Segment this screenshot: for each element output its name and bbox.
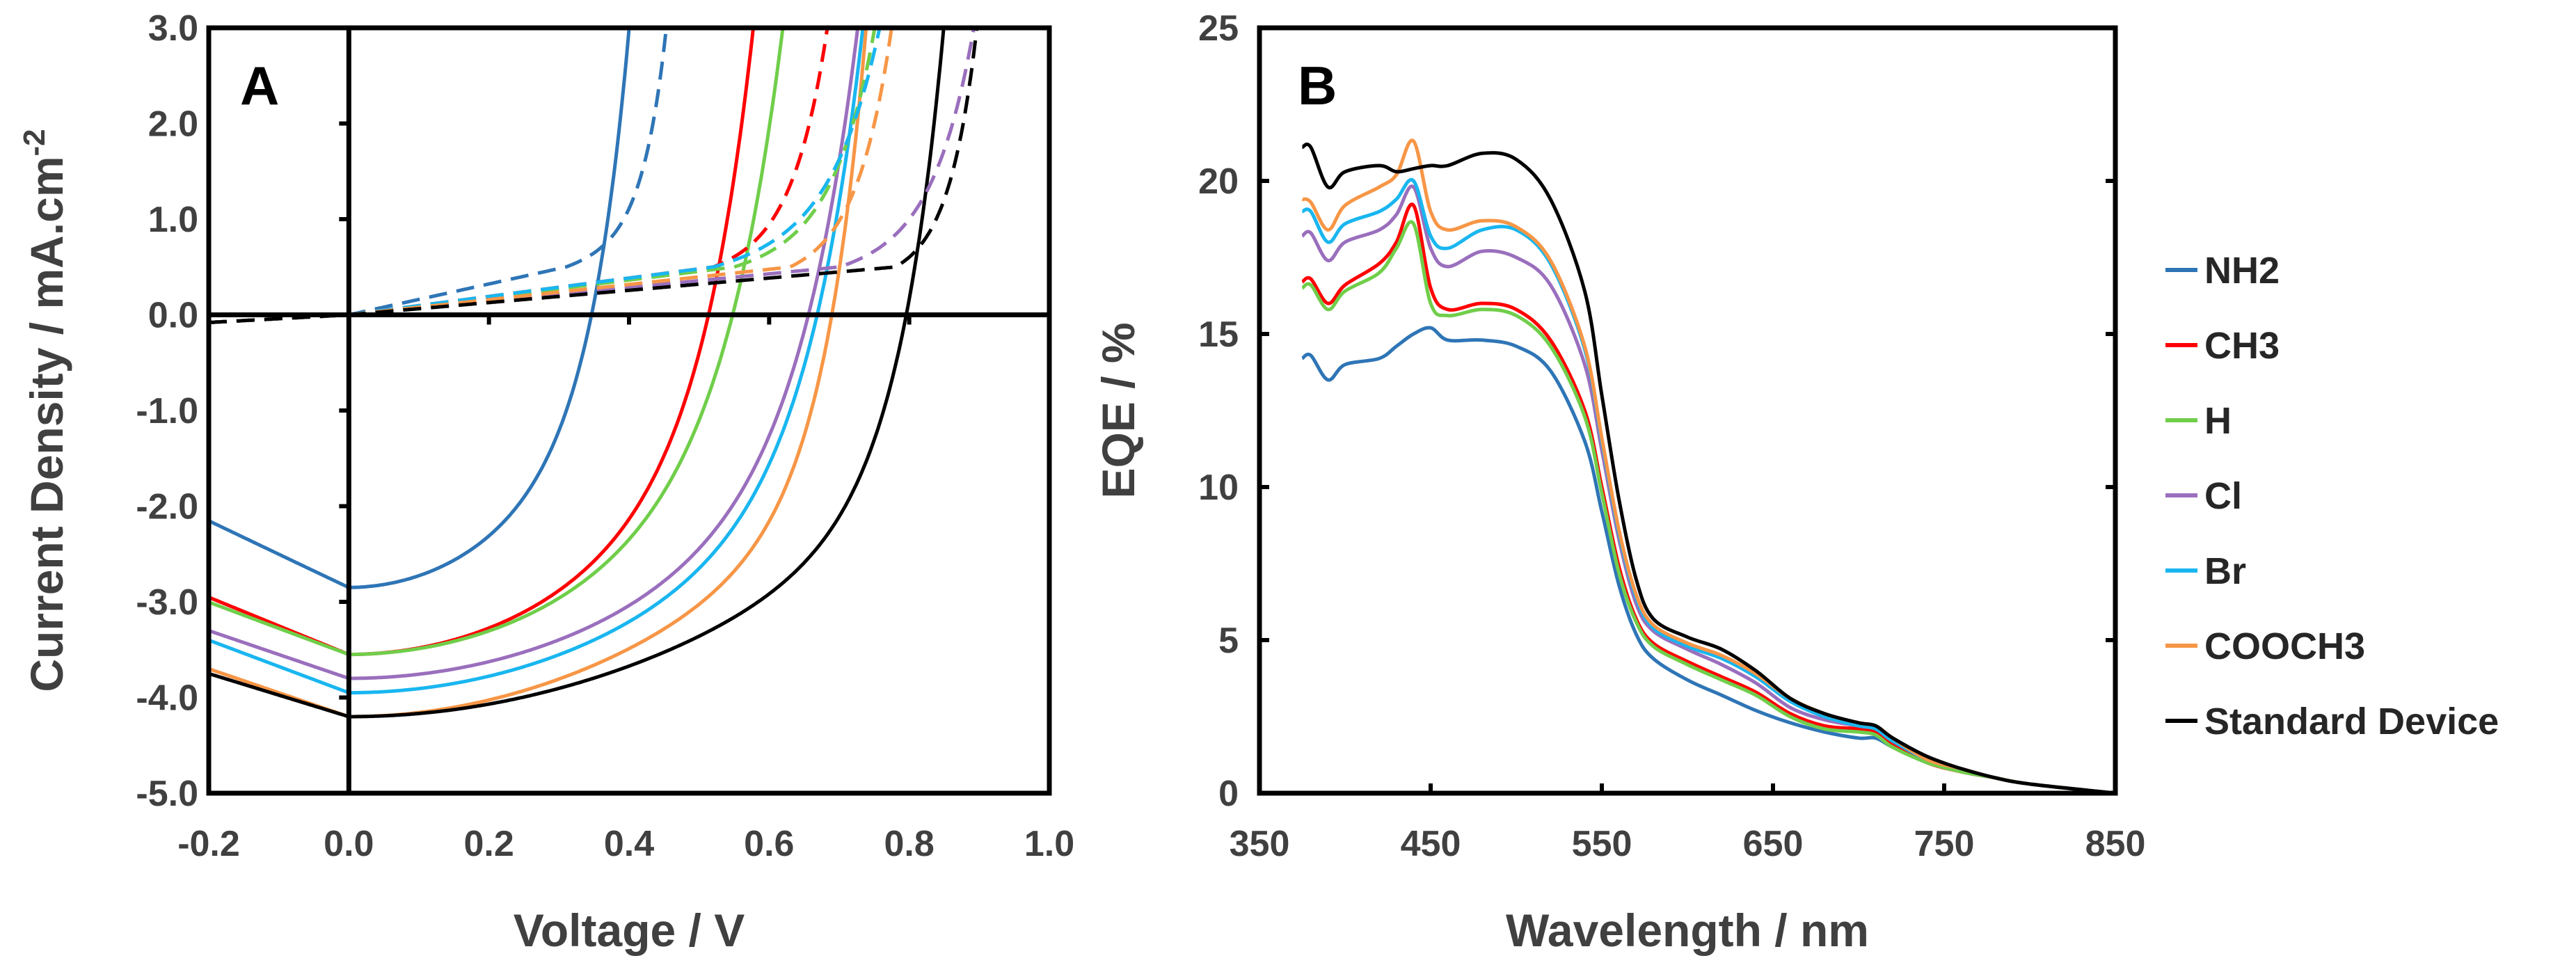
panel-b-x-axis-title: Wavelength / nm [1506, 905, 1869, 956]
panel-a-series-br [209, 28, 865, 695]
panel-b-eqe-chart: 350 450 550 650 750 850 0 5 10 15 20 25 B Wavelengt… [1092, 8, 2499, 956]
panel-a-y-axis-title-superscript: -2 [17, 129, 51, 156]
legend-label-h: H [2204, 400, 2232, 442]
panel-a-series-cl [209, 28, 860, 680]
panel-b-series-h [1301, 220, 2115, 793]
panel-a-x-tick-label: 0.4 [604, 824, 654, 864]
panel-a-y-tick-label: -3.0 [136, 582, 198, 623]
panel-a-x-tick-label: 0.0 [324, 824, 374, 864]
panel-b-x-tick-label: 650 [1743, 824, 1804, 864]
panel-a-y-tick-label: 2.0 [148, 104, 198, 145]
legend-label-cl: Cl [2204, 475, 2242, 517]
panel-b-x-tick-label: 350 [1230, 824, 1290, 864]
panel-a-x-tick-label: -0.2 [177, 824, 240, 864]
panel-b-x-tick-label: 850 [2085, 824, 2146, 864]
legend-label-nh2: NH2 [2204, 250, 2280, 292]
panel-a-label: A [240, 55, 279, 116]
panel-a-y-tick-label: -5.0 [136, 774, 198, 814]
panel-a-frame [206, 25, 1052, 796]
panel-a-x-tick-label: 0.6 [744, 824, 794, 864]
panel-b-y-axis-title: EQE / % [1092, 322, 1144, 498]
panel-b-y-tick-label: 20 [1198, 161, 1239, 202]
panel-a-y-tick-label: -2.0 [136, 487, 198, 527]
panel-a-y-axis-title: Current Density / mA.cm-2 [17, 129, 72, 692]
panel-b-label: B [1298, 55, 1337, 116]
panel-a-y-tick-label: 0.0 [148, 296, 198, 336]
panel-a-y-tick-label: -4.0 [136, 678, 198, 719]
panel-a-series-standard-device [209, 28, 946, 719]
panel-b-x-tick-label: 550 [1572, 824, 1632, 864]
panel-a-y-tick-label: 1.0 [148, 200, 198, 240]
panel-a-series-nh2 [209, 28, 631, 589]
panel-b-y-tick-label: 0 [1218, 774, 1239, 814]
legend-label-standard-device: Standard Device [2204, 701, 2499, 742]
panel-b-frame [1257, 25, 2118, 796]
panel-b-y-tick-label: 10 [1198, 468, 1239, 508]
panel-b-x-tick-label: 450 [1401, 824, 1461, 864]
panel-a-x-tick-label: 0.8 [884, 824, 935, 864]
panel-a-jv-chart: -0.2 0.0 0.2 0.4 0.6 0.8 1.0 3.0 2.0 1.0 0.0 -1.0 -2… [17, 8, 1074, 956]
legend-label-cooch3: COOCH3 [2204, 626, 2365, 667]
panel-a-x-axis-title: Voltage / V [514, 905, 745, 956]
panel-a-y-axis-title-text: Current Density / mA.cm [21, 156, 72, 692]
panel-a-x-tick-label: 1.0 [1024, 824, 1074, 864]
panel-a-series-h [209, 28, 785, 657]
panel-a-series-nh2-dark [209, 28, 669, 324]
legend-label-ch3: CH3 [2204, 325, 2280, 367]
panel-a-y-tick-label: -1.0 [136, 391, 198, 431]
panel-b-y-tick-label: 5 [1218, 621, 1239, 661]
panel-a-x-tick-label: 0.2 [464, 824, 514, 864]
legend-label-br: Br [2204, 550, 2246, 592]
panel-b-y-tick-label: 25 [1198, 8, 1239, 49]
panel-a-y-tick-label: 3.0 [148, 8, 198, 49]
legend: NH2 CH3 H Cl Br COOCH3 Standard Device [2165, 250, 2499, 742]
panel-b-x-tick-label: 750 [1914, 824, 1975, 864]
panel-b-y-tick-label: 15 [1198, 314, 1239, 355]
panel-b-series-standard-device [1301, 142, 2115, 793]
